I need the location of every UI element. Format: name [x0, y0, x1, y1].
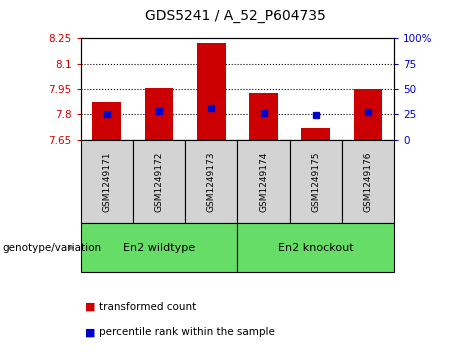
Bar — [92, 102, 121, 140]
Text: En2 wildtype: En2 wildtype — [123, 243, 195, 253]
Text: ■: ■ — [85, 302, 96, 312]
Text: GSM1249172: GSM1249172 — [154, 151, 164, 212]
Bar — [145, 89, 173, 140]
Text: GSM1249171: GSM1249171 — [102, 151, 111, 212]
Bar — [249, 93, 278, 140]
Text: transformed count: transformed count — [99, 302, 196, 312]
Text: GSM1249176: GSM1249176 — [364, 151, 372, 212]
Bar — [197, 43, 226, 140]
Text: genotype/variation: genotype/variation — [2, 243, 101, 253]
Text: percentile rank within the sample: percentile rank within the sample — [99, 327, 275, 337]
Text: GSM1249175: GSM1249175 — [311, 151, 320, 212]
Text: GSM1249174: GSM1249174 — [259, 151, 268, 212]
Text: GSM1249173: GSM1249173 — [207, 151, 216, 212]
Bar — [354, 89, 382, 140]
Text: GDS5241 / A_52_P604735: GDS5241 / A_52_P604735 — [145, 9, 325, 23]
Text: En2 knockout: En2 knockout — [278, 243, 354, 253]
Text: ■: ■ — [85, 327, 96, 337]
Bar — [301, 128, 330, 140]
